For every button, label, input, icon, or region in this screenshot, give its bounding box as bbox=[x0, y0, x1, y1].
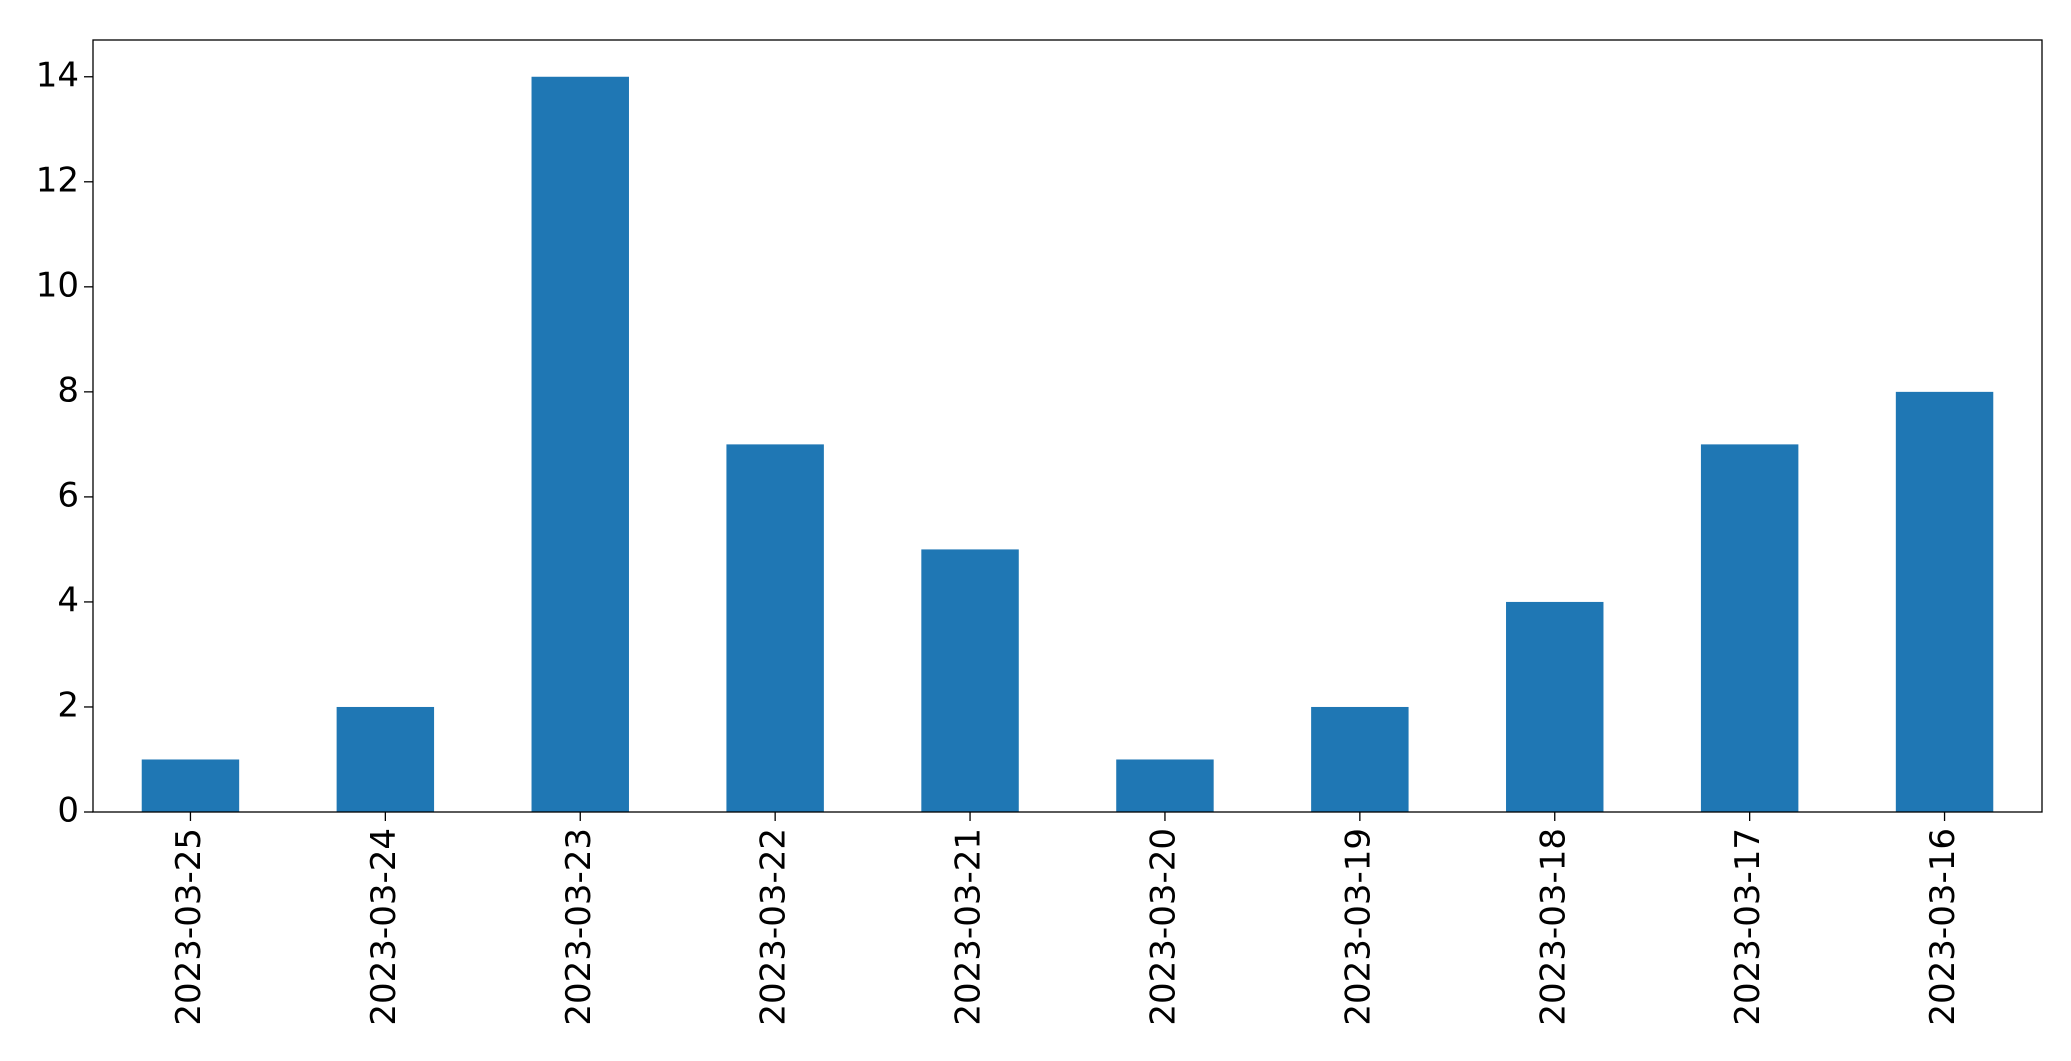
x-tick-label: 2023-03-20 bbox=[1143, 828, 1183, 1026]
x-tick-label: 2023-03-25 bbox=[169, 828, 209, 1026]
bar bbox=[1311, 706, 1409, 812]
bar bbox=[1506, 601, 1604, 812]
y-tick-label: 2 bbox=[57, 685, 79, 725]
y-tick-label: 12 bbox=[36, 160, 79, 200]
y-tick-label: 6 bbox=[57, 475, 79, 515]
x-tick-label: 2023-03-24 bbox=[364, 828, 404, 1026]
bar bbox=[531, 76, 629, 812]
bar bbox=[726, 444, 824, 812]
x-tick-label: 2023-03-18 bbox=[1533, 828, 1573, 1026]
x-tick-label: 2023-03-16 bbox=[1923, 828, 1963, 1026]
bar bbox=[1895, 391, 1994, 812]
bar bbox=[141, 759, 240, 812]
x-tick-label: 2023-03-17 bbox=[1728, 828, 1768, 1026]
plot-frame bbox=[92, 39, 2043, 813]
x-tick-label: 2023-03-21 bbox=[949, 828, 989, 1026]
bar bbox=[1700, 444, 1799, 812]
y-tick-label: 0 bbox=[57, 791, 79, 831]
bar bbox=[921, 549, 1019, 812]
bar bbox=[336, 706, 435, 812]
x-tick-label: 2023-03-19 bbox=[1338, 828, 1378, 1026]
x-tick-label: 2023-03-23 bbox=[559, 828, 599, 1026]
y-tick-label: 14 bbox=[36, 55, 79, 95]
bar bbox=[1116, 759, 1214, 812]
y-tick-label: 10 bbox=[36, 265, 79, 305]
y-tick-label: 4 bbox=[57, 580, 79, 620]
y-tick-label: 8 bbox=[57, 370, 79, 410]
x-tick-label: 2023-03-22 bbox=[754, 828, 794, 1026]
